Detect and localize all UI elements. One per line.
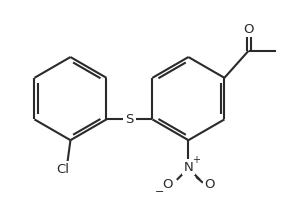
- Text: −: −: [155, 187, 164, 197]
- Text: +: +: [192, 155, 200, 165]
- Text: O: O: [162, 178, 172, 191]
- Text: Cl: Cl: [56, 163, 69, 176]
- Text: S: S: [125, 113, 133, 126]
- Text: O: O: [243, 23, 254, 36]
- Text: N: N: [183, 161, 193, 174]
- Text: O: O: [204, 178, 215, 191]
